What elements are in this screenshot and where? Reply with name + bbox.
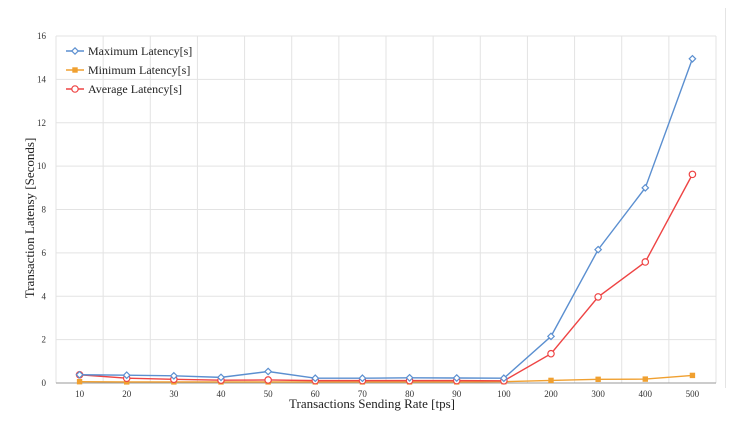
legend-item: Maximum Latency[s] <box>66 44 192 58</box>
point-marker <box>688 170 697 179</box>
point-marker <box>594 245 603 254</box>
series-line <box>79 374 693 383</box>
x-tick-label: 400 <box>639 389 653 399</box>
point-marker <box>264 376 272 384</box>
x-tick-label: 50 <box>264 389 274 399</box>
point-marker <box>688 54 697 63</box>
y-tick-label: 0 <box>42 378 47 388</box>
x-tick-label: 90 <box>452 389 462 399</box>
point-marker <box>76 378 83 385</box>
point-marker <box>689 372 696 379</box>
point-marker <box>122 371 131 380</box>
legend-item: Average Latency[s] <box>66 82 182 96</box>
x-tick-label: 70 <box>358 389 368 399</box>
point-marker <box>216 373 226 382</box>
x-tick-label: 20 <box>122 389 132 399</box>
point-marker <box>452 373 461 383</box>
x-tick-label: 200 <box>544 389 558 399</box>
x-tick-label: 30 <box>169 389 179 399</box>
series-line <box>79 58 694 379</box>
legend: Maximum Latency[s] Minimum Latency[s] Aver… <box>66 44 192 96</box>
series-layer <box>75 54 697 385</box>
point-marker <box>169 371 178 380</box>
y-tick-label: 10 <box>37 161 47 171</box>
point-marker <box>595 376 601 383</box>
chart-container: 0 2 4 6 8 10 12 14 16 10 20 30 40 50 60 70 80 90 100 200 300… <box>10 8 726 411</box>
x-axis-title: Transactions Sending Rate [tps] <box>289 396 455 411</box>
y-tick-label: 2 <box>42 335 47 345</box>
x-tick-label: 40 <box>217 389 227 399</box>
point-marker <box>547 349 555 358</box>
line-chart: 0 2 4 6 8 10 12 14 16 10 20 30 40 50 60 70 80 90 100 200 300… <box>22 31 717 411</box>
y-axis-title: Transaction Latensy [Seconds] <box>22 138 37 299</box>
point-marker <box>641 258 650 266</box>
y-tick-label: 8 <box>42 205 47 215</box>
y-tick-label: 14 <box>37 74 47 84</box>
series-line <box>79 174 694 382</box>
point-marker <box>548 377 554 384</box>
point-marker <box>72 67 78 73</box>
series-maximum <box>75 54 697 383</box>
point-marker <box>311 374 320 383</box>
point-marker <box>358 374 367 383</box>
y-tick-label: 12 <box>37 118 46 128</box>
point-marker <box>71 85 79 93</box>
point-marker <box>642 376 648 382</box>
grid-lines <box>55 35 717 383</box>
y-tick-label: 4 <box>42 291 47 301</box>
point-marker <box>594 293 602 301</box>
x-tick-label: 10 <box>75 389 85 399</box>
point-marker <box>499 374 508 383</box>
legend-label: Maximum Latency[s] <box>88 44 192 58</box>
legend-label: Average Latency[s] <box>88 82 182 96</box>
point-marker <box>405 373 414 382</box>
x-tick-label: 60 <box>311 389 321 399</box>
x-tick-label: 80 <box>405 389 415 399</box>
x-tick-label: 500 <box>686 389 700 399</box>
point-marker <box>264 367 273 376</box>
y-tick-label: 16 <box>37 31 47 41</box>
point-marker <box>75 370 84 379</box>
x-tick-label: 100 <box>497 389 511 399</box>
y-tick-label: 6 <box>42 248 47 258</box>
point-marker <box>70 46 80 56</box>
point-marker <box>546 332 556 341</box>
point-marker <box>641 183 650 192</box>
legend-label: Minimum Latency[s] <box>88 63 190 77</box>
axes: 0 2 4 6 8 10 12 14 16 10 20 30 40 50 60 70 80 90 100 200 300… <box>37 31 716 399</box>
legend-item: Minimum Latency[s] <box>66 63 190 77</box>
x-tick-label: 300 <box>591 389 605 399</box>
